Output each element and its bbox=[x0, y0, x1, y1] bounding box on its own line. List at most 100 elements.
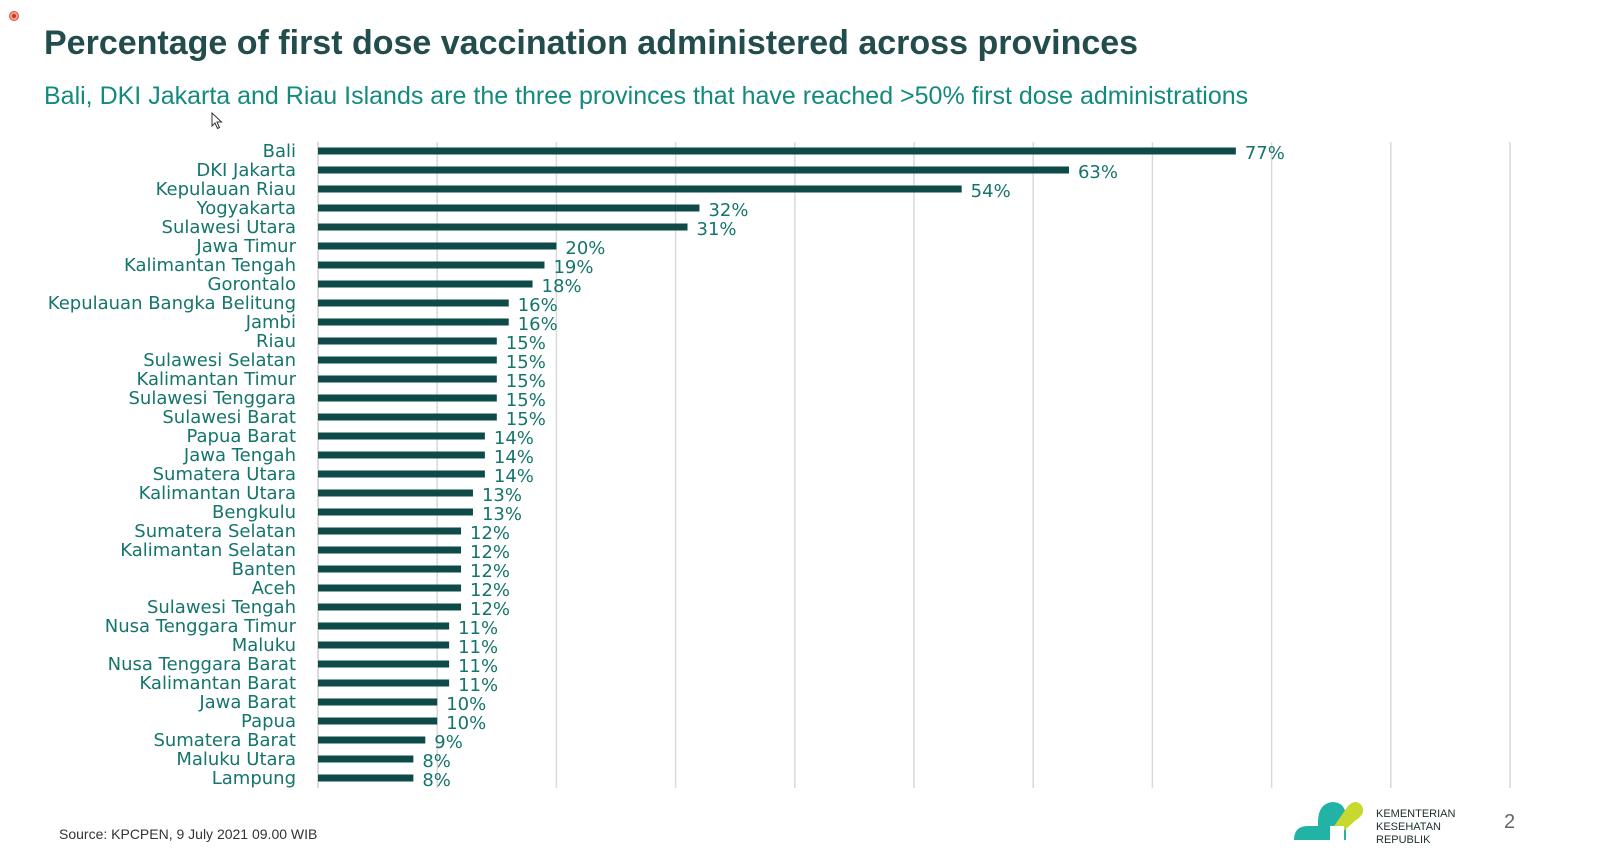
category-label: Kepulauan Bangka Belitung bbox=[48, 293, 296, 314]
logo-line-3: REPUBLIK bbox=[1376, 834, 1431, 846]
data-label: 8% bbox=[422, 751, 451, 772]
bar bbox=[318, 679, 450, 687]
data-label: 19% bbox=[553, 257, 593, 278]
bar bbox=[318, 508, 473, 516]
logo-line-2: KESEHATAN bbox=[1376, 821, 1441, 833]
data-label: 16% bbox=[518, 314, 558, 335]
bar bbox=[318, 299, 509, 307]
data-label: 10% bbox=[446, 694, 486, 715]
category-label: Nusa Tenggara Barat bbox=[108, 654, 296, 675]
category-label: Riau bbox=[256, 331, 296, 352]
category-label: Sulawesi Tenggara bbox=[129, 388, 297, 409]
bar bbox=[318, 204, 700, 212]
bar bbox=[318, 717, 438, 725]
bar bbox=[318, 527, 462, 535]
category-label: Bali bbox=[263, 141, 296, 162]
bar bbox=[318, 660, 450, 668]
data-label: 15% bbox=[506, 352, 546, 373]
category-label: Nusa Tenggara Timur bbox=[105, 616, 297, 637]
data-label: 15% bbox=[506, 409, 546, 430]
data-label: 8% bbox=[422, 770, 451, 791]
bar bbox=[318, 774, 414, 782]
bar bbox=[318, 736, 426, 744]
category-label: DKI Jakarta bbox=[196, 160, 296, 181]
category-label: Kalimantan Selatan bbox=[120, 540, 296, 561]
category-label: Sumatera Selatan bbox=[134, 521, 296, 542]
category-label: Maluku Utara bbox=[176, 749, 296, 770]
data-label: 12% bbox=[470, 580, 510, 601]
bar bbox=[318, 280, 533, 288]
data-label: 13% bbox=[482, 485, 522, 506]
data-label: 15% bbox=[506, 390, 546, 411]
bar bbox=[318, 565, 462, 573]
category-label: Papua Barat bbox=[186, 426, 296, 447]
category-label: Maluku bbox=[232, 635, 296, 656]
category-label: Sulawesi Barat bbox=[162, 407, 296, 428]
category-label: Kalimantan Barat bbox=[139, 673, 296, 694]
record-indicator-icon bbox=[9, 11, 19, 21]
data-label: 63% bbox=[1078, 162, 1118, 183]
bar bbox=[318, 223, 688, 231]
bar bbox=[318, 432, 485, 440]
bar bbox=[318, 489, 473, 497]
bar bbox=[318, 413, 497, 421]
category-label: Kalimantan Utara bbox=[139, 483, 296, 504]
bar bbox=[318, 242, 557, 250]
category-label: Jawa Timur bbox=[195, 236, 296, 257]
category-label: Gorontalo bbox=[208, 274, 297, 295]
data-label: 54% bbox=[971, 181, 1011, 202]
source-note: Source: KPCPEN, 9 July 2021 09.00 WIB bbox=[59, 826, 318, 842]
category-label: Yogyakarta bbox=[196, 198, 296, 219]
bar bbox=[318, 261, 545, 269]
category-label: Jawa Barat bbox=[198, 692, 296, 713]
bar bbox=[318, 394, 497, 402]
category-label: Sumatera Barat bbox=[153, 730, 296, 751]
category-label: Kepulauan Riau bbox=[156, 179, 296, 200]
data-label: 77% bbox=[1245, 143, 1285, 164]
category-label: Papua bbox=[241, 711, 296, 732]
data-label: 12% bbox=[470, 599, 510, 620]
chart-subtitle: Bali, DKI Jakarta and Riau Islands are t… bbox=[44, 82, 1249, 110]
category-label: Bengkulu bbox=[212, 502, 296, 523]
ministry-logo-icon bbox=[1294, 802, 1364, 840]
data-label: 9% bbox=[434, 732, 463, 753]
data-label: 13% bbox=[482, 504, 522, 525]
data-label: 12% bbox=[470, 523, 510, 544]
data-label: 15% bbox=[506, 333, 546, 354]
data-label: 11% bbox=[458, 618, 498, 639]
bar bbox=[318, 185, 962, 193]
page-number: 2 bbox=[1504, 811, 1516, 833]
data-label: 32% bbox=[708, 200, 748, 221]
data-label: 14% bbox=[494, 466, 534, 487]
bar bbox=[318, 584, 462, 592]
bar bbox=[318, 603, 462, 611]
bar bbox=[318, 622, 450, 630]
bar bbox=[318, 147, 1236, 155]
data-label: 11% bbox=[458, 656, 498, 677]
bar bbox=[318, 375, 497, 383]
category-label: Sulawesi Utara bbox=[162, 217, 296, 238]
mouse-pointer-icon bbox=[211, 112, 223, 130]
category-label: Kalimantan Timur bbox=[137, 369, 297, 390]
bar bbox=[318, 166, 1069, 174]
data-label: 15% bbox=[506, 371, 546, 392]
category-label: Sulawesi Selatan bbox=[143, 350, 296, 371]
data-label: 16% bbox=[518, 295, 558, 316]
data-label: 12% bbox=[470, 561, 510, 582]
bar bbox=[318, 337, 497, 345]
data-label: 11% bbox=[458, 637, 498, 658]
data-label: 18% bbox=[542, 276, 582, 297]
data-label: 20% bbox=[565, 238, 605, 259]
logo-line-1: KEMENTERIAN bbox=[1376, 808, 1456, 820]
category-label: Sumatera Utara bbox=[153, 464, 296, 485]
category-label: Kalimantan Tengah bbox=[124, 255, 296, 276]
bar bbox=[318, 318, 509, 326]
category-label: Banten bbox=[232, 559, 296, 580]
bar bbox=[318, 356, 497, 364]
category-label: Aceh bbox=[252, 578, 296, 599]
data-label: 11% bbox=[458, 675, 498, 696]
data-label: 10% bbox=[446, 713, 486, 734]
bar bbox=[318, 641, 450, 649]
data-label: 14% bbox=[494, 428, 534, 449]
